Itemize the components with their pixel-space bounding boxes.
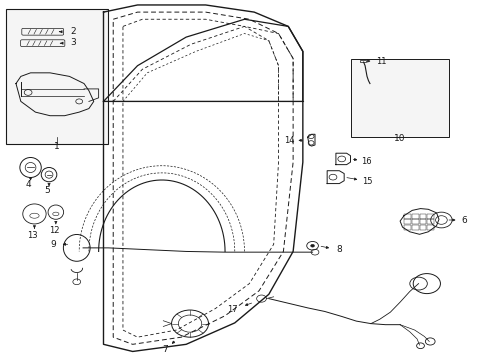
Bar: [6, 9, 108, 144]
Text: 1: 1: [54, 141, 60, 150]
Bar: [360, 60, 366, 62]
Text: 5: 5: [44, 185, 50, 194]
Text: 9: 9: [50, 240, 56, 249]
Bar: [351, 59, 448, 137]
Text: 8: 8: [336, 245, 342, 254]
Text: 12: 12: [48, 226, 59, 235]
Bar: [427, 213, 433, 219]
Text: 11: 11: [376, 57, 386, 66]
Text: 13: 13: [27, 230, 37, 239]
Bar: [403, 225, 410, 230]
Bar: [411, 213, 418, 219]
Bar: [427, 219, 433, 224]
Text: 14: 14: [284, 136, 294, 145]
Text: 7: 7: [162, 345, 167, 354]
Text: 4: 4: [25, 180, 31, 189]
Text: 10: 10: [393, 134, 405, 143]
Text: 17: 17: [226, 305, 237, 314]
Text: 3: 3: [70, 38, 76, 47]
Text: 15: 15: [361, 176, 371, 185]
Bar: [411, 225, 418, 230]
Bar: [411, 219, 418, 224]
Bar: [403, 219, 410, 224]
Text: 2: 2: [70, 27, 76, 36]
Bar: [419, 213, 426, 219]
Circle shape: [310, 244, 314, 247]
Bar: [427, 225, 433, 230]
Bar: [419, 219, 426, 224]
Bar: [419, 225, 426, 230]
Text: 6: 6: [461, 216, 466, 225]
Bar: [403, 213, 410, 219]
Text: 16: 16: [360, 157, 370, 166]
